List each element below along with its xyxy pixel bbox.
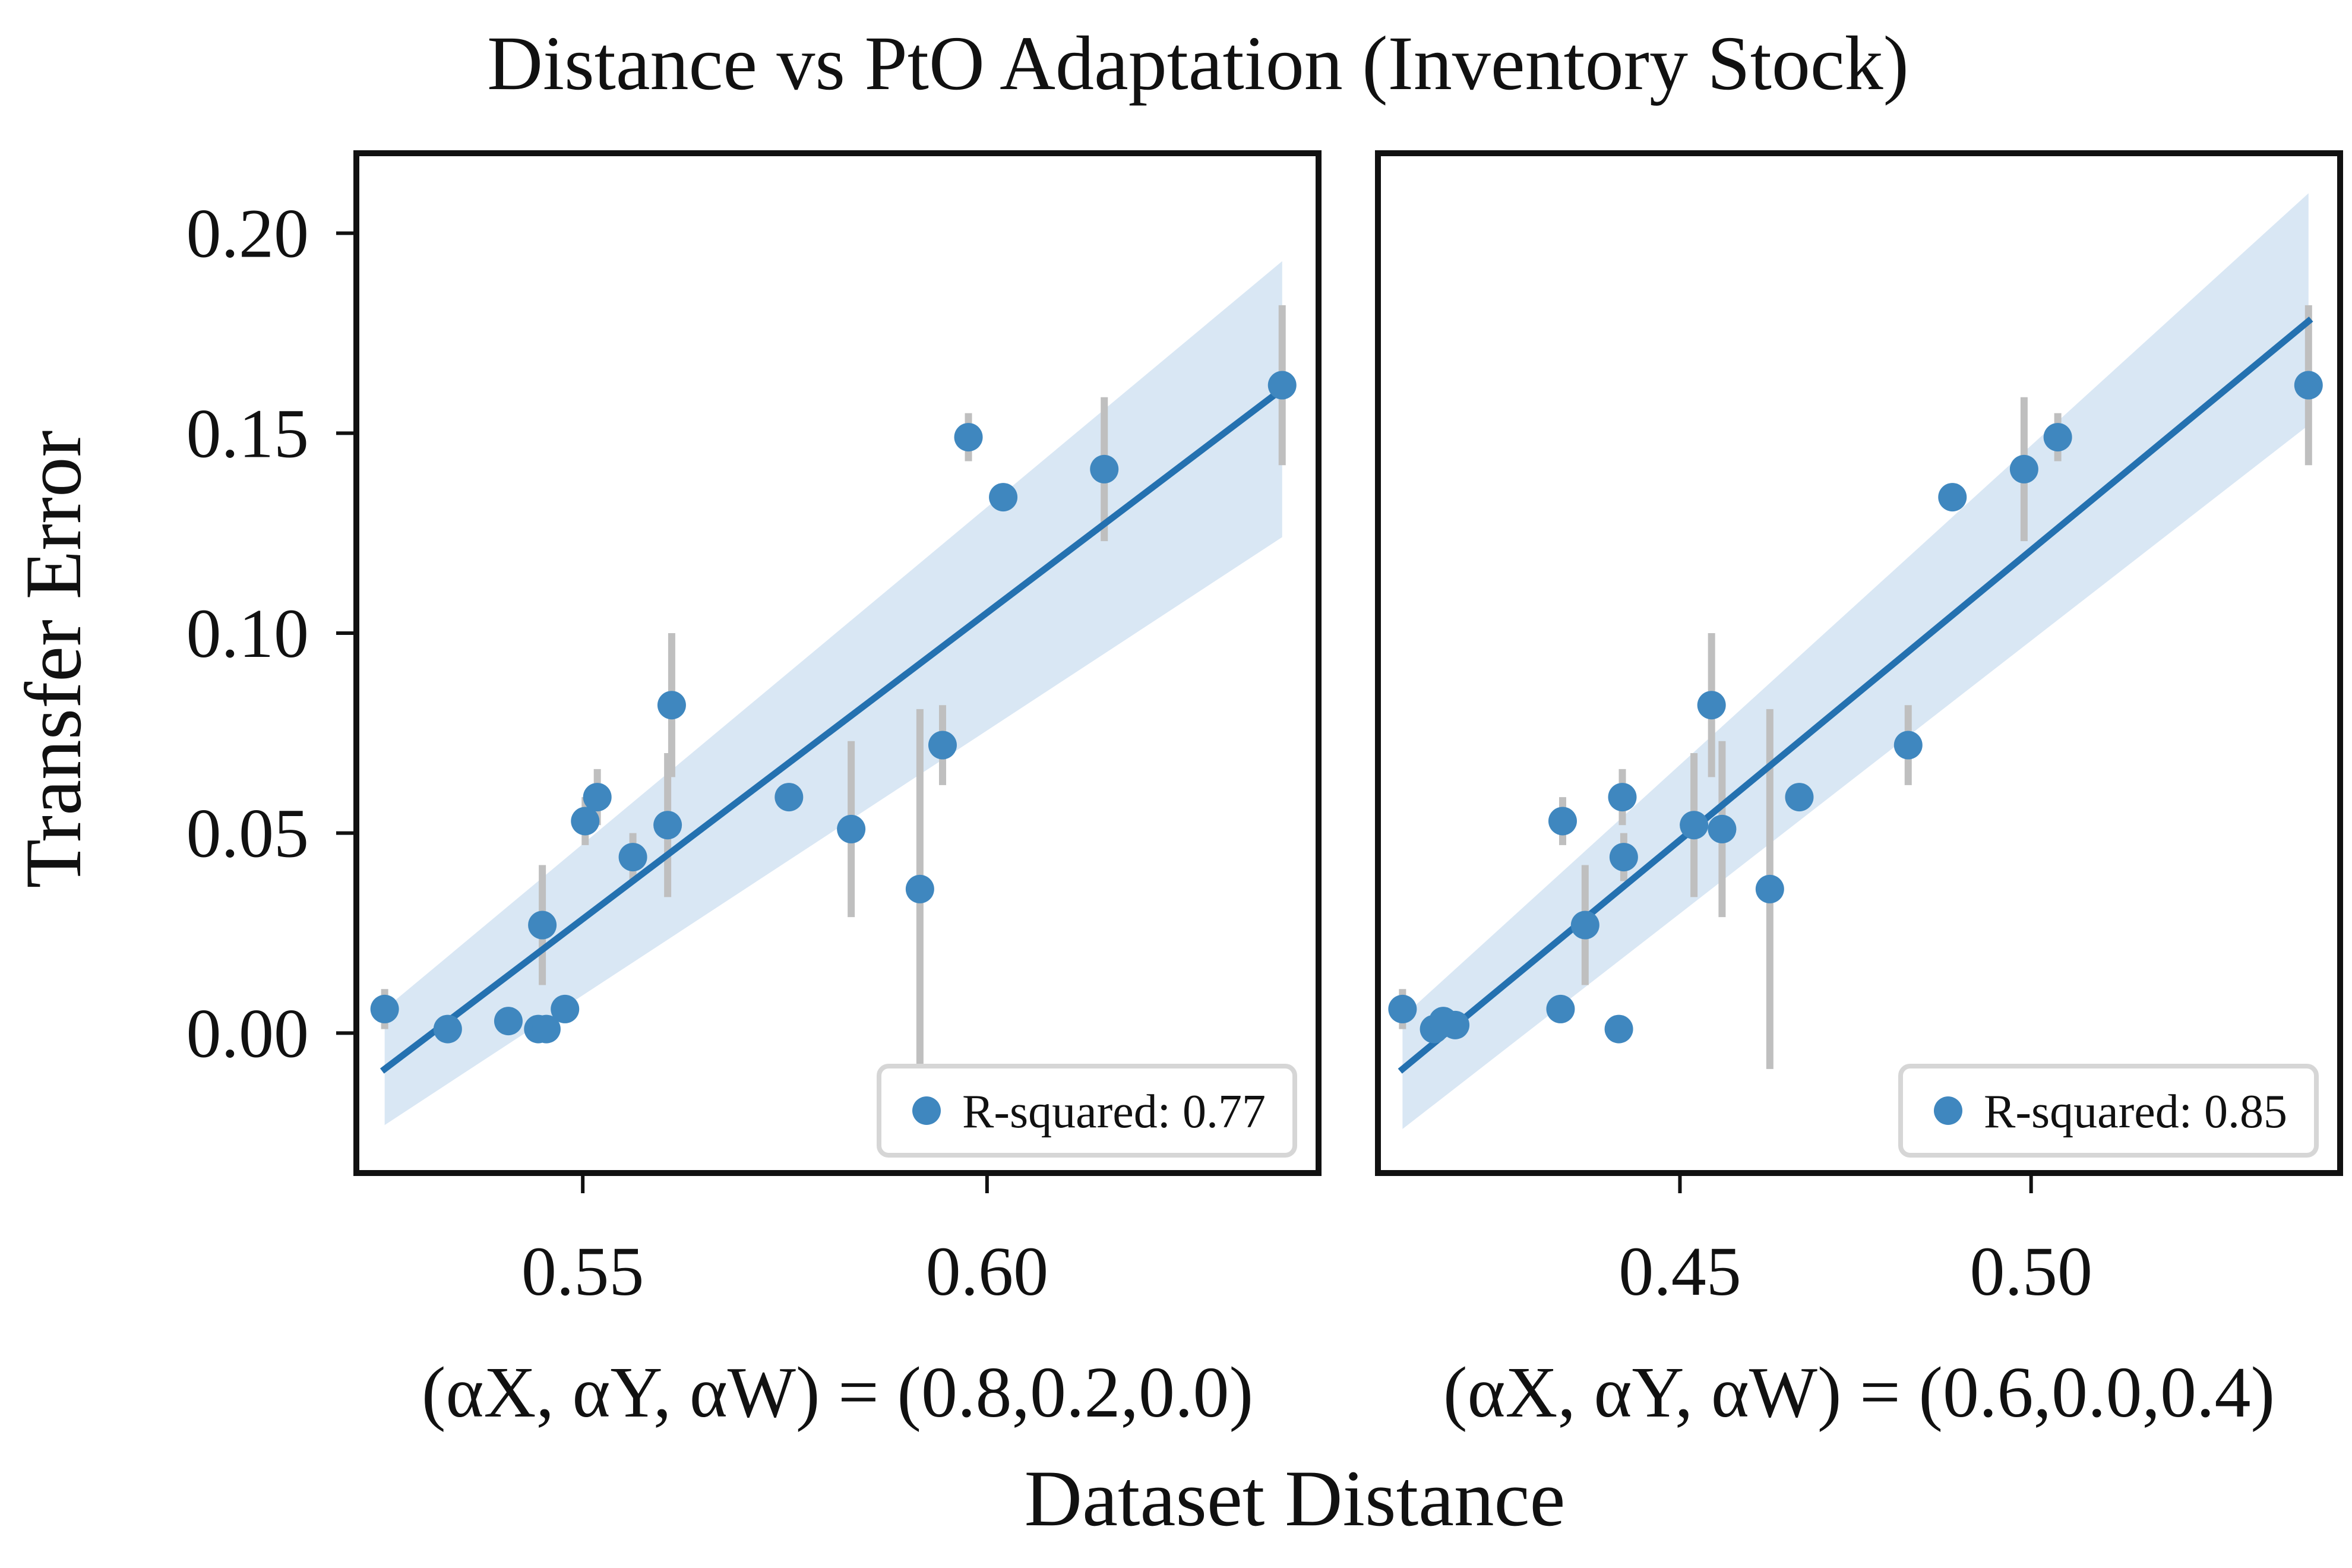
data-point-6 — [528, 911, 557, 940]
legend-marker — [1934, 1096, 1962, 1125]
data-point-8 — [583, 783, 612, 812]
data-point-15 — [1893, 731, 1923, 760]
data-point-1 — [433, 1014, 462, 1044]
figure-title: Distance vs PtO Adaptation (Inventory St… — [487, 21, 1909, 106]
x-tick-label-1: 0.60 — [926, 1232, 1049, 1310]
data-point-5 — [1548, 807, 1577, 836]
subplot-caption: (αX, αY, αW) = (0.6,0.0,0.4) — [1443, 1352, 2275, 1433]
legend-label: R-squared: 0.77 — [962, 1086, 1266, 1138]
data-point-17 — [989, 483, 1018, 512]
x-tick-label-0: 0.55 — [521, 1232, 644, 1310]
confidence-band — [384, 261, 1282, 1126]
data-point-5 — [551, 994, 580, 1023]
data-point-9 — [618, 843, 647, 872]
data-point-4 — [1546, 994, 1575, 1023]
data-point-14 — [1785, 783, 1814, 812]
data-point-9 — [1609, 843, 1638, 872]
legend-label: R-squared: 0.85 — [1984, 1086, 2287, 1138]
data-point-18 — [1090, 454, 1119, 483]
right-panel: 0.45 0.50 (αX, αY, αW) = (0.6,0.0,0.4) R-sq… — [1375, 150, 2343, 1433]
legend-box — [877, 1064, 1297, 1158]
x-tick-label-1: 0.50 — [1970, 1232, 2092, 1310]
data-point-16 — [1938, 483, 1967, 512]
data-point-17 — [2009, 454, 2038, 483]
y-axis-label: Transfer Error — [10, 430, 98, 888]
y-tick-label-1: 0.05 — [186, 795, 309, 872]
data-point-11 — [657, 691, 686, 720]
data-point-8 — [1608, 783, 1637, 812]
data-point-18 — [2043, 423, 2072, 452]
data-point-0 — [370, 994, 399, 1023]
data-point-14 — [905, 874, 934, 903]
left-panel: 0.55 0.60 0.00 0.05 0.10 0.15 0.20 (αX, αY, αW)… — [186, 150, 1322, 1433]
data-point-2 — [494, 1007, 523, 1036]
y-tick-label-0: 0.00 — [186, 994, 309, 1072]
data-point-12 — [774, 783, 804, 812]
data-point-10 — [653, 811, 682, 840]
data-point-7 — [571, 807, 600, 836]
regression-line — [380, 384, 1287, 1074]
data-point-7 — [1604, 1014, 1633, 1044]
axes-frame — [353, 150, 1322, 1176]
y-tick-label-3: 0.15 — [186, 394, 309, 472]
legend-box — [1898, 1064, 2319, 1158]
data-point-13 — [1755, 874, 1784, 903]
axes-frame — [1375, 150, 2343, 1176]
y-tick-label-2: 0.10 — [186, 595, 309, 672]
regression-line — [1398, 317, 2313, 1074]
subplot-caption: (αX, αY, αW) = (0.8,0.2,0.0) — [422, 1352, 1253, 1433]
data-point-19 — [2294, 371, 2323, 400]
data-point-12 — [1708, 814, 1737, 843]
data-point-15 — [928, 731, 957, 760]
data-point-13 — [837, 814, 866, 843]
data-point-19 — [1267, 371, 1297, 400]
data-point-6 — [1570, 911, 1599, 940]
data-point-4 — [532, 1014, 561, 1044]
data-point-3 — [1441, 1010, 1470, 1039]
y-tick-label-4: 0.20 — [186, 195, 309, 273]
x-axis-label: Dataset Distance — [1025, 1455, 1566, 1543]
x-tick-label-0: 0.45 — [1618, 1232, 1741, 1310]
legend-marker — [912, 1096, 941, 1125]
data-point-11 — [1697, 691, 1726, 720]
data-point-16 — [954, 423, 983, 452]
data-point-0 — [1388, 994, 1417, 1023]
confidence-band — [1402, 193, 2309, 1129]
data-point-10 — [1680, 811, 1709, 840]
